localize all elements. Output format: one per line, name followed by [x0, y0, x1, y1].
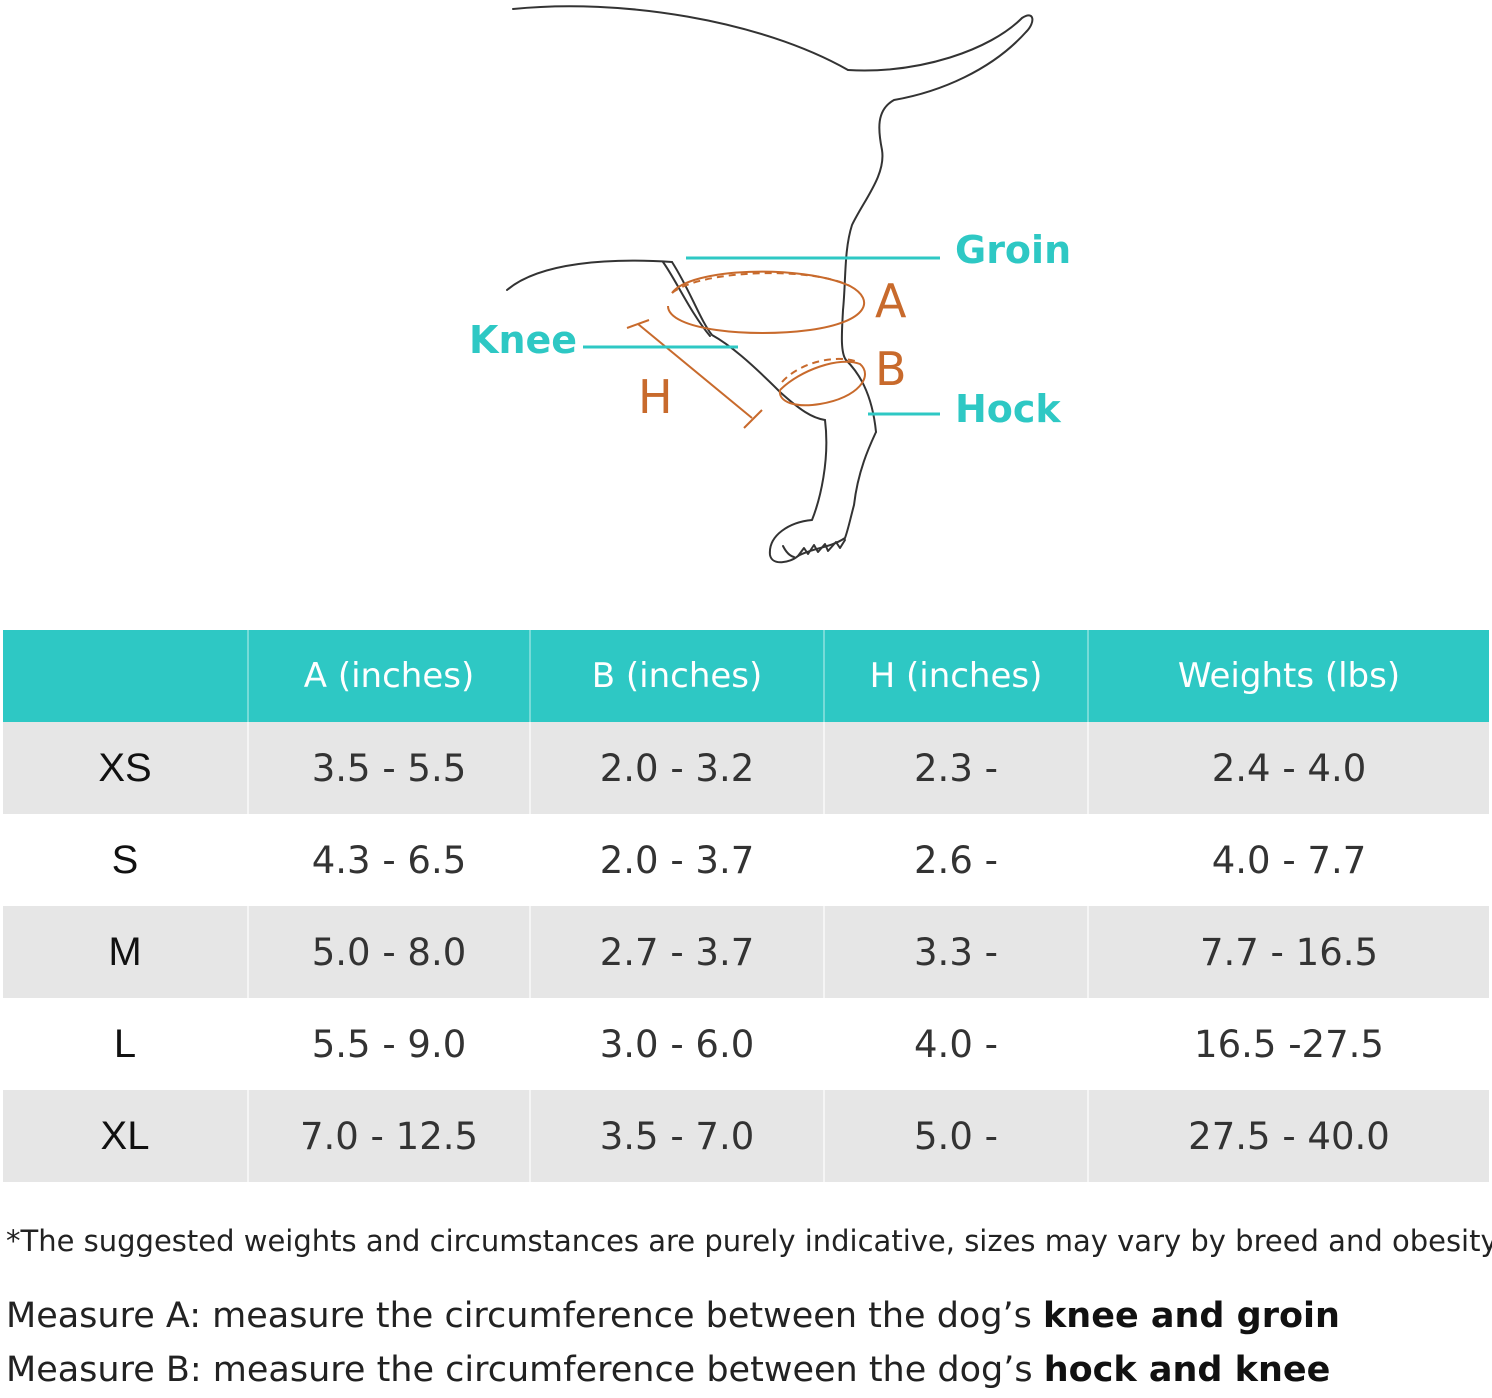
- size-cell: M: [3, 906, 247, 998]
- a-cell: 4.3 - 6.5: [247, 814, 529, 906]
- a-cell: 3.5 - 5.5: [247, 722, 529, 814]
- h-cell: 2.3 -: [823, 722, 1087, 814]
- table-row: L 5.5 - 9.0 3.0 - 6.0 4.0 - 16.5 -27.5: [3, 998, 1489, 1090]
- measure-h-cap-bottom: [743, 409, 763, 429]
- h-cell: 3.3 -: [823, 906, 1087, 998]
- dog-tail-outline: [840, 14, 1034, 433]
- b-cell: 2.0 - 3.2: [529, 722, 823, 814]
- h-cell: 4.0 -: [823, 998, 1087, 1090]
- measure-b-loop: [778, 360, 866, 407]
- h-cell: 5.0 -: [823, 1090, 1087, 1182]
- weight-cell: 4.0 - 7.7: [1087, 814, 1489, 906]
- measure-h-label: H: [638, 370, 673, 424]
- measure-b-label: B: [875, 342, 907, 396]
- weight-cell: 27.5 - 40.0: [1087, 1090, 1489, 1182]
- b-cell: 3.5 - 7.0: [529, 1090, 823, 1182]
- dog-leg-front-outline: [671, 261, 826, 421]
- measure-a-instruction: Measure A: measure the circumference bet…: [6, 1296, 1486, 1336]
- footnote: *The suggested weights and circumstances…: [6, 1224, 1492, 1258]
- dog-toe-line: [782, 545, 795, 558]
- measure-a-emphasis: knee and groin: [1043, 1296, 1340, 1336]
- measure-b-loop-back: [781, 358, 859, 383]
- weight-cell: 16.5 -27.5: [1087, 998, 1489, 1090]
- size-cell: L: [3, 998, 247, 1090]
- table-row: XL 7.0 - 12.5 3.5 - 7.0 5.0 - 27.5 - 40.…: [3, 1090, 1489, 1182]
- a-cell: 5.5 - 9.0: [247, 998, 529, 1090]
- header-size: [3, 630, 247, 722]
- table-header-row: A (inches) B (inches) H (inches) Weights…: [3, 630, 1489, 722]
- dog-leg-measurement-diagram: Groin Knee Hock A B H: [469, 5, 1071, 564]
- table-row: XS 3.5 - 5.5 2.0 - 3.2 2.3 - 2.4 - 4.0: [3, 722, 1489, 814]
- b-cell: 2.7 - 3.7: [529, 906, 823, 998]
- header-b: B (inches): [529, 630, 823, 722]
- size-cell: XS: [3, 722, 247, 814]
- knee-label: Knee: [469, 318, 577, 362]
- size-cell: XL: [3, 1090, 247, 1182]
- measure-h-cap-top: [626, 319, 650, 329]
- b-cell: 3.0 - 6.0: [529, 998, 823, 1090]
- measure-h-line: [637, 323, 753, 419]
- measure-a-loop-back: [671, 272, 851, 294]
- table-row: M 5.0 - 8.0 2.7 - 3.7 3.3 - 7.7 - 16.5: [3, 906, 1489, 998]
- dog-back-outline: [512, 5, 849, 71]
- dog-leg-inner-outline: [662, 261, 711, 337]
- measure-b-instruction: Measure B: measure the circumference bet…: [6, 1350, 1486, 1390]
- header-weight: Weights (lbs): [1087, 630, 1489, 722]
- h-cell: 2.6 -: [823, 814, 1087, 906]
- measure-b-text: Measure B: measure the circumference bet…: [6, 1350, 1044, 1390]
- measure-a-label: A: [875, 274, 907, 328]
- dog-belly-outline: [506, 259, 673, 291]
- b-cell: 2.0 - 3.7: [529, 814, 823, 906]
- dog-lower-leg-outline: [768, 419, 877, 564]
- weight-cell: 7.7 - 16.5: [1087, 906, 1489, 998]
- a-cell: 7.0 - 12.5: [247, 1090, 529, 1182]
- header-h: H (inches): [823, 630, 1087, 722]
- dog-paw-fur: [797, 539, 846, 557]
- weight-cell: 2.4 - 4.0: [1087, 722, 1489, 814]
- measure-b-emphasis: hock and knee: [1043, 1350, 1331, 1390]
- groin-label: Groin: [955, 228, 1071, 272]
- size-chart-table: A (inches) B (inches) H (inches) Weights…: [3, 630, 1489, 1182]
- measure-a-text: Measure A: measure the circumference bet…: [6, 1296, 1044, 1336]
- header-a: A (inches): [247, 630, 529, 722]
- hock-label: Hock: [955, 387, 1061, 431]
- size-cell: S: [3, 814, 247, 906]
- a-cell: 5.0 - 8.0: [247, 906, 529, 998]
- table-row: S 4.3 - 6.5 2.0 - 3.7 2.6 - 4.0 - 7.7: [3, 814, 1489, 906]
